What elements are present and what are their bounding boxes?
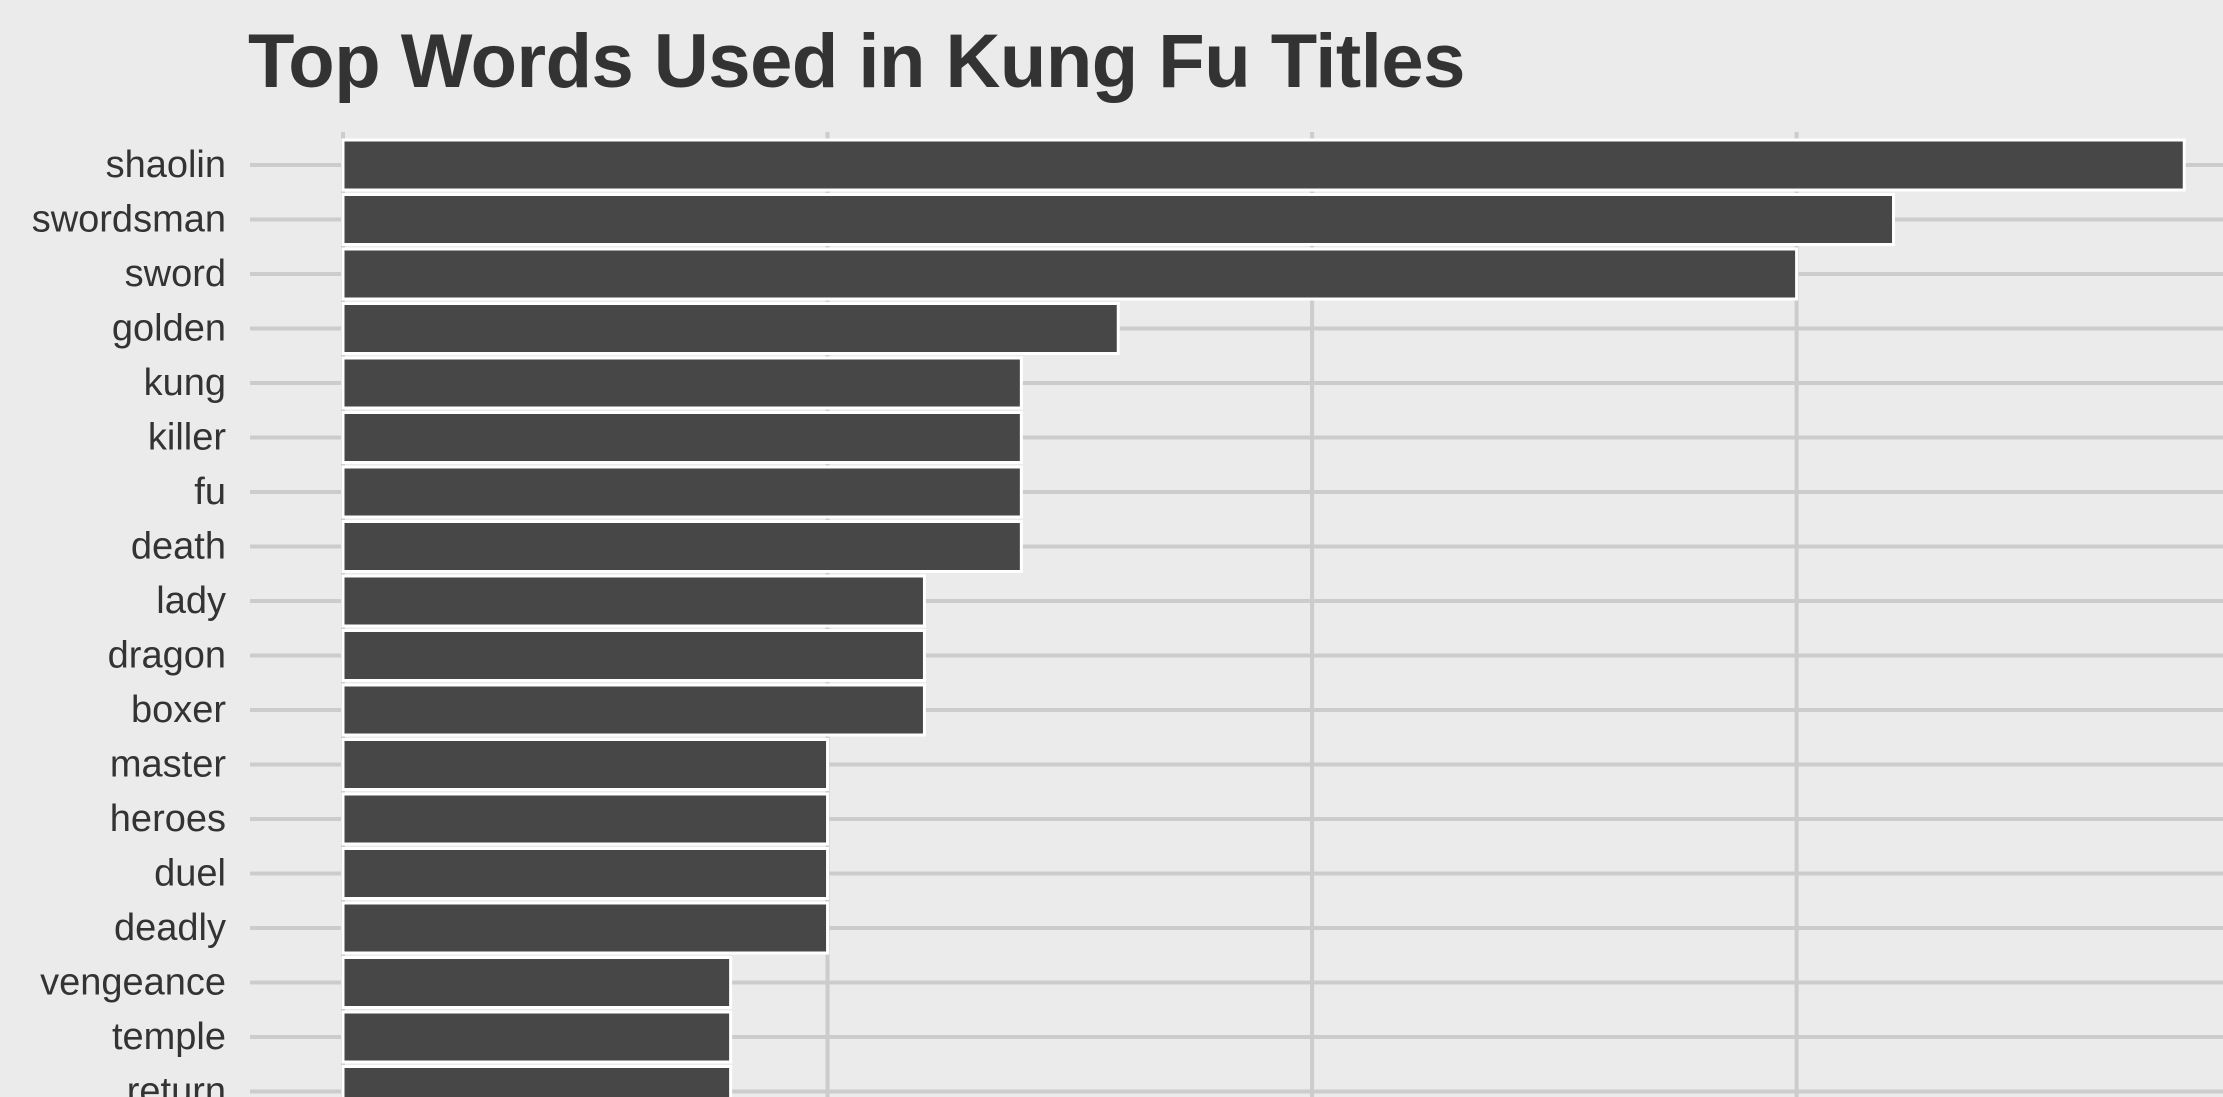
y-tick-label-kung: kung — [144, 362, 226, 404]
bar-swordsman — [341, 193, 1896, 246]
bar-vengeance — [341, 956, 733, 1009]
bar-master — [341, 738, 830, 791]
bar-heroes — [341, 792, 830, 846]
bar-dragon — [341, 629, 926, 682]
y-tick-label-killer: killer — [148, 417, 226, 459]
bar-lady — [341, 574, 926, 628]
y-tick-label-heroes: heroes — [110, 798, 226, 840]
y-tick-label-deadly: deadly — [114, 907, 226, 949]
bar-golden — [341, 302, 1120, 355]
y-tick-label-fu: fu — [194, 471, 226, 513]
y-tick-label-boxer: boxer — [131, 689, 226, 731]
y-tick-label-shaolin: shaolin — [106, 144, 226, 186]
bar-deadly — [341, 901, 830, 955]
bar-layer — [341, 138, 2186, 1097]
bar-sword — [341, 247, 1799, 301]
bar-kung — [341, 356, 1023, 410]
y-tick-label-sword: sword — [125, 253, 226, 295]
y-axis-labels: shaolin swordsman sword golden kung killer fu d… — [32, 144, 227, 1097]
bar-killer — [341, 411, 1023, 464]
y-tick-label-vengeance: vengeance — [40, 962, 226, 1004]
bar-return — [341, 1065, 733, 1097]
y-tick-label-death: death — [131, 526, 226, 568]
y-tick-label-master: master — [110, 744, 226, 786]
chart-title: Top Words Used in Kung Fu Titles — [248, 19, 1465, 104]
y-tick-label-golden: golden — [112, 308, 226, 350]
y-tick-label-temple: temple — [112, 1016, 226, 1058]
bar-fu — [341, 465, 1023, 519]
bar-death — [341, 520, 1023, 573]
y-tick-label-return: return — [127, 1071, 226, 1097]
y-tick-label-duel: duel — [154, 853, 226, 895]
bar-duel — [341, 847, 830, 900]
y-tick-label-dragon: dragon — [108, 635, 226, 677]
bar-boxer — [341, 683, 926, 737]
y-tick-label-swordsman: swordsman — [32, 199, 226, 241]
bar-shaolin — [341, 138, 2186, 192]
bar-temple — [341, 1010, 733, 1064]
y-tick-label-lady: lady — [156, 580, 226, 622]
